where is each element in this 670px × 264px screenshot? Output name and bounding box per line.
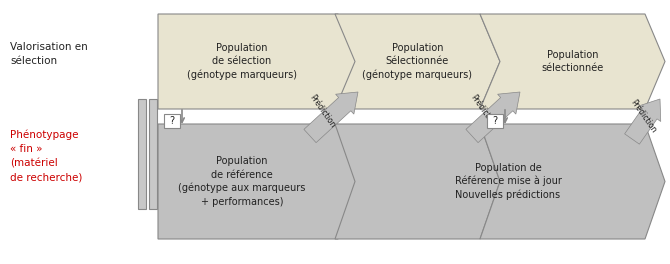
Text: Valorisation en
sélection: Valorisation en sélection [10,42,88,66]
Polygon shape [624,99,661,144]
Bar [164,114,180,128]
Bar [149,99,157,209]
Polygon shape [335,124,500,239]
Polygon shape [480,124,665,239]
Polygon shape [304,92,358,143]
Text: Population
sélectionnée: Population sélectionnée [541,50,604,73]
Text: Phénotypage
« fin »
(matériel
de recherche): Phénotypage « fin » (matériel de recherc… [10,130,82,182]
Polygon shape [466,92,520,143]
Polygon shape [335,14,500,109]
FancyArrowPatch shape [180,110,184,122]
Text: Population
Sélectionnée
(génotype marqueurs): Population Sélectionnée (génotype marque… [362,43,472,80]
Text: Prédiction: Prédiction [468,93,498,129]
Text: Prédiction: Prédiction [628,98,658,134]
Text: ?: ? [170,116,175,126]
Polygon shape [158,14,358,109]
Polygon shape [480,14,665,109]
Polygon shape [158,124,358,239]
Text: Population
de référence
(génotype aux marqueurs
+ performances): Population de référence (génotype aux ma… [178,156,306,207]
Text: Population de
Référence mise à jour
Nouvelles prédictions: Population de Référence mise à jour Nouv… [454,163,561,200]
Text: ?: ? [492,116,498,126]
Text: Population
de sélection
(génotype marqueurs): Population de sélection (génotype marque… [187,43,297,80]
FancyArrowPatch shape [502,110,507,122]
Text: Prédiction: Prédiction [308,93,337,129]
Bar [487,114,503,128]
Bar [138,99,146,209]
